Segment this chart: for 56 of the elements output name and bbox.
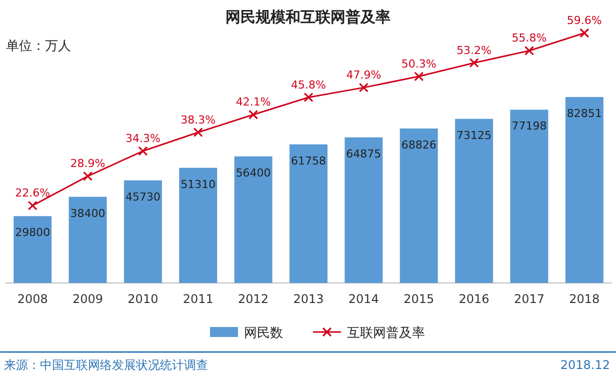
data-label: 51310 <box>180 178 216 191</box>
x-tick-label: 2014 <box>348 292 379 306</box>
point <box>138 146 148 156</box>
x-tick-label: 2018 <box>569 292 600 306</box>
x-tick-label: 2009 <box>72 292 104 306</box>
x-tick-label: 2010 <box>128 292 158 306</box>
point <box>193 128 203 138</box>
data-label: 38400 <box>70 206 106 220</box>
source-note: 来源：中国互联网络发展状况统计调查 <box>4 358 208 372</box>
bar <box>234 156 272 283</box>
data-label: 73125 <box>456 128 492 142</box>
data-label: 56400 <box>236 166 271 180</box>
data-label: 82851 <box>566 107 602 120</box>
bar <box>290 144 328 283</box>
text: 2018.12 <box>560 358 610 372</box>
data-label: 45730 <box>125 190 160 204</box>
chart-subtitle: 单位：万人 <box>6 39 71 54</box>
data-label: 50.3% <box>401 57 436 70</box>
data-label: 68826 <box>401 138 436 152</box>
data-label: 59.6% <box>566 14 602 27</box>
point <box>248 110 258 120</box>
x-tick-label: 2013 <box>293 292 324 306</box>
x-tick-label: 2017 <box>514 292 544 306</box>
data-label: 45.8% <box>291 78 326 92</box>
data-label: 47.9% <box>346 68 382 82</box>
point <box>82 171 93 181</box>
data-label: 22.6% <box>15 186 50 200</box>
bar <box>510 110 548 283</box>
chart-title: 网民规模和互联网普及率 <box>226 8 390 26</box>
bar <box>565 97 604 283</box>
x-tick-label: 2015 <box>404 292 434 306</box>
x-tick-label: 2011 <box>182 292 214 306</box>
x-tick-label: 2012 <box>238 292 269 306</box>
bar <box>455 118 494 283</box>
bar <box>400 128 438 283</box>
point <box>304 92 314 102</box>
data-label: 55.8% <box>512 32 547 45</box>
bar <box>179 168 218 283</box>
legend-label: 网民数 <box>244 326 283 341</box>
data-label: 38.3% <box>180 113 216 126</box>
data-label: 61758 <box>291 154 326 168</box>
bar <box>124 180 162 283</box>
bar <box>344 137 383 283</box>
bar <box>14 216 52 283</box>
point <box>28 200 38 210</box>
data-label: 64875 <box>346 147 382 160</box>
data-label: 29800 <box>15 226 50 240</box>
x-tick-label: 2008 <box>17 292 48 306</box>
x-tick-label: 2016 <box>458 292 490 306</box>
data-label: 28.9% <box>70 157 106 170</box>
legend-label: 互联网普及率 <box>347 325 425 341</box>
data-label: 42.1% <box>236 96 271 109</box>
bar <box>68 196 107 283</box>
data-label: 34.3% <box>125 132 160 146</box>
data-label: 53.2% <box>456 44 492 57</box>
data-label: 77198 <box>512 120 547 133</box>
